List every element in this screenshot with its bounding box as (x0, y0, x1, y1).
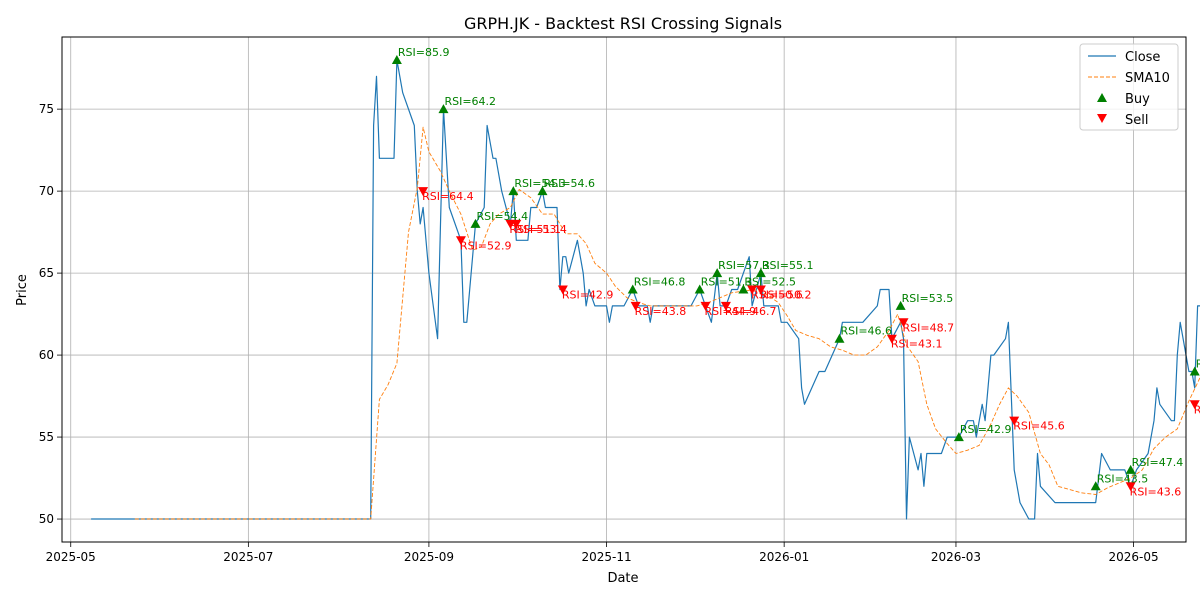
y-tick-label: 50 (39, 512, 54, 526)
x-tick-label: 2026-01 (759, 550, 809, 564)
buy-marker (627, 284, 638, 294)
buy-rsi-label: RSI=54.3 (514, 177, 566, 190)
x-axis-label: Date (607, 571, 638, 586)
sell-marker (418, 187, 429, 197)
buy-marker (895, 300, 906, 310)
sell-marker (720, 301, 731, 311)
sell-marker (755, 285, 766, 295)
sell-rsi-label: RSI=44.9 (705, 305, 757, 318)
sell-rsi-label: RSI=52.9 (1194, 403, 1200, 416)
x-tick-label: 2025-09 (404, 550, 454, 564)
sell-marker (886, 334, 897, 344)
sell-rsi-label: RSI=42.9 (562, 289, 614, 302)
signal-labels: RSI=85.9 RSI=64.2 RSI=54.4 RSI=54.3RSI=54.6… (398, 46, 1200, 498)
axis-ticks: 2025-05 2025-07 2025-09 2025-11 2026-01 2026-… (39, 102, 1159, 564)
y-tick-label: 55 (39, 430, 54, 444)
buy-rsi-label: RSI=85.9 (398, 46, 450, 59)
buy-rsi-label: RSI=52.5 (744, 276, 796, 289)
sell-marker (1125, 482, 1136, 492)
plot-frame (61, 36, 1187, 543)
buy-rsi-label: RSI=46.8 (634, 276, 686, 289)
buy-rsi-label: RSI=57.3 (718, 259, 770, 272)
buy-rsi-label: RSI=42.9 (960, 423, 1012, 436)
buy-marker (755, 268, 766, 278)
buy-marker (391, 54, 402, 64)
legend-sell-label: Sell (1125, 113, 1148, 128)
sell-rsi-label: RSI=50.2 (760, 289, 812, 302)
signal-markers (391, 54, 1200, 492)
y-axis-label: Price (15, 274, 30, 306)
sell-rsi-label: RSI=46.7 (725, 305, 777, 318)
legend-close-label: Close (1125, 50, 1160, 65)
buy-rsi-label: RSI=53.5 (902, 292, 954, 305)
buy-marker (438, 104, 449, 114)
chart-title: GRPH.JK - Backtest RSI Crossing Signals (464, 14, 782, 33)
buy-marker (537, 186, 548, 196)
sell-rsi-label: RSI=43.6 (1130, 485, 1182, 498)
sell-rsi-label: RSI=51.1 (509, 223, 561, 236)
y-tick-label: 65 (39, 266, 54, 280)
buy-rsi-label: RSI=57.7 (1196, 357, 1200, 370)
sell-rsi-label: RSI=52.9 (460, 239, 512, 252)
legend-buy-label: Buy (1125, 92, 1150, 107)
sell-marker (747, 285, 758, 295)
buy-marker (834, 333, 845, 343)
buy-rsi-label: RSI=55.1 (762, 259, 814, 272)
buy-marker (1125, 464, 1136, 474)
sell-marker (455, 236, 466, 246)
buy-marker (508, 186, 519, 196)
sell-marker (1189, 400, 1200, 410)
sma10-line (134, 126, 1200, 520)
sell-rsi-label: RSI=53.4 (515, 223, 567, 236)
sell-marker (630, 301, 641, 311)
buy-rsi-label: RSI=64.2 (444, 95, 496, 108)
buy-rsi-label: RSI=51.3 (701, 276, 753, 289)
buy-rsi-label: RSI=54.6 (543, 177, 595, 190)
buy-marker (694, 284, 705, 294)
legend: Close SMA10 Buy Sell (1079, 43, 1179, 131)
series-layer (91, 59, 1200, 520)
sell-rsi-label: RSI=43.1 (891, 338, 943, 351)
buy-marker (1189, 366, 1200, 376)
sell-rsi-label: RSI=50.6 (751, 289, 803, 302)
x-tick-label: 2025-11 (581, 550, 631, 564)
y-tick-label: 75 (39, 102, 54, 116)
sell-rsi-label: RSI=48.7 (903, 321, 955, 334)
legend-buy-marker (1097, 93, 1107, 102)
buy-marker (738, 284, 749, 294)
sell-marker (557, 285, 568, 295)
buy-rsi-label: RSI=54.4 (476, 210, 528, 223)
y-tick-label: 60 (39, 348, 54, 362)
x-tick-label: 2026-05 (1109, 550, 1159, 564)
x-tick-label: 2026-03 (931, 550, 981, 564)
sell-marker (700, 301, 711, 311)
buy-rsi-label: RSI=43.5 (1097, 472, 1149, 485)
sell-marker (898, 318, 909, 328)
buy-marker (712, 268, 723, 278)
y-tick-label: 70 (39, 184, 54, 198)
x-tick-label: 2025-07 (223, 550, 273, 564)
legend-sell-marker (1097, 114, 1107, 123)
legend-sma-label: SMA10 (1125, 71, 1170, 86)
sell-rsi-label: RSI=45.6 (1013, 420, 1065, 433)
sell-marker (511, 219, 522, 229)
sell-rsi-label: RSI=43.8 (635, 305, 687, 318)
x-tick-label: 2025-05 (46, 550, 96, 564)
buy-rsi-label: RSI=47.4 (1132, 456, 1184, 469)
buy-marker (953, 432, 964, 442)
sell-rsi-label: RSI=64.4 (422, 190, 474, 203)
sell-marker (1009, 416, 1020, 426)
buy-marker (470, 218, 481, 228)
close-price-line (91, 59, 1200, 520)
legend-box (1079, 43, 1179, 131)
buy-marker (1090, 481, 1101, 491)
buy-rsi-label: RSI=46.6 (840, 325, 892, 338)
